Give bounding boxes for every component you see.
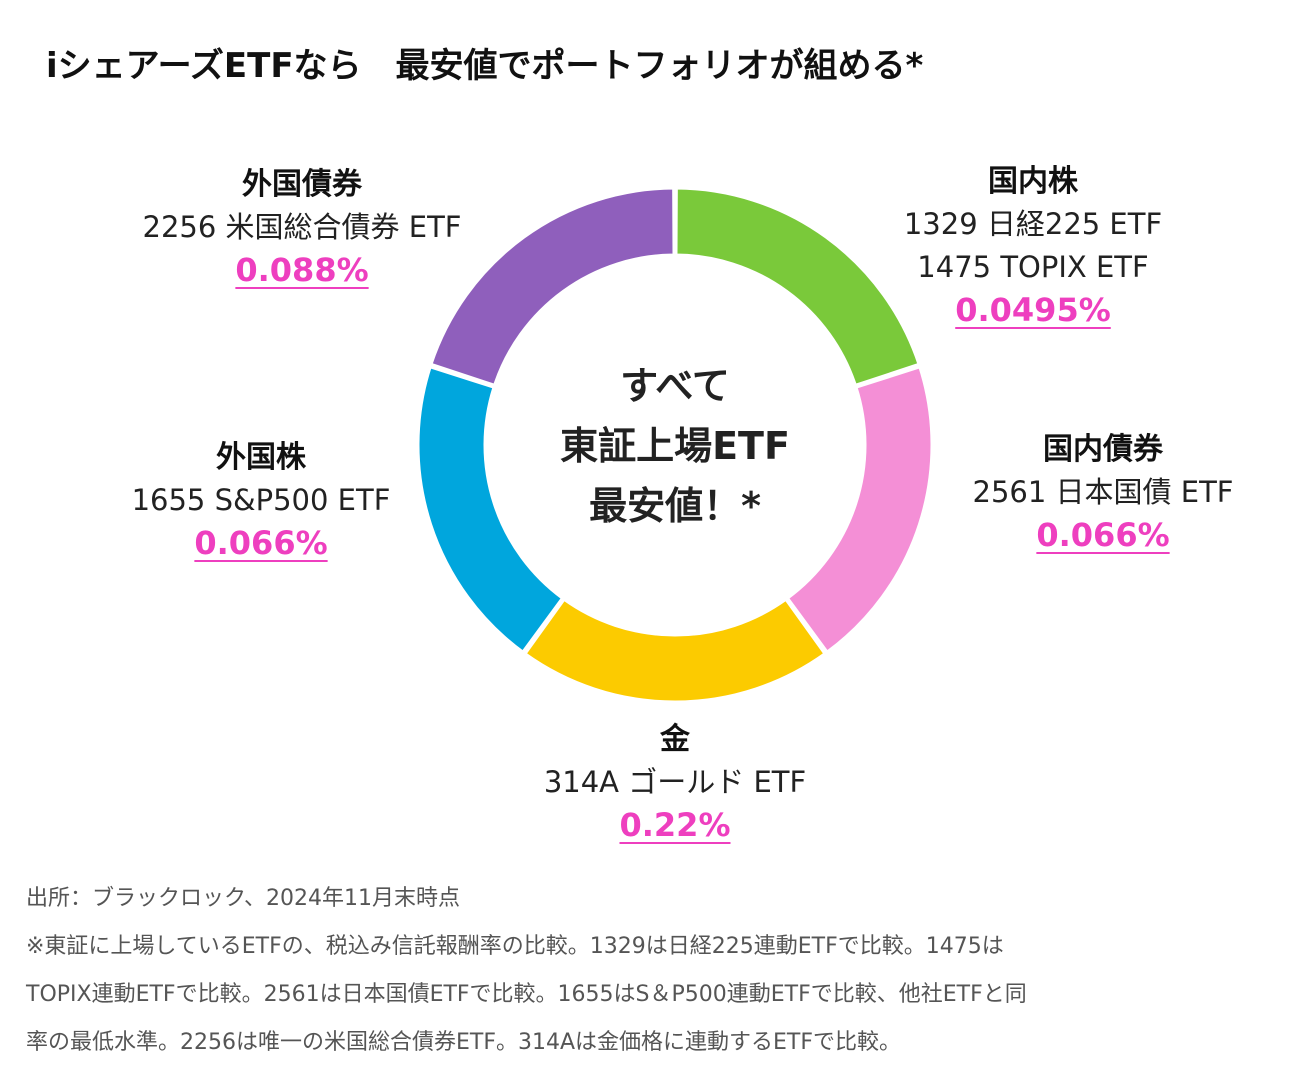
label-domestic-bonds: 国内債券 2561 日本国債 ETF 0.066%: [938, 428, 1268, 562]
etf-name: 314A ゴールド ETF: [543, 765, 807, 799]
category-label: 金: [660, 722, 690, 757]
label-foreign-equity: 外国株 1655 S&P500 ETF 0.066%: [96, 436, 426, 570]
category-label: 国内株: [988, 164, 1078, 199]
footnote-line: TOPIX連動ETFで比較。2561は日本国債ETFで比較。1655はS＆P50…: [26, 982, 1027, 1007]
label-domestic-equity: 国内株 1329 日経225 ETF 1475 TOPIX ETF 0.0495…: [868, 160, 1198, 337]
etf-name: 1475 TOPIX ETF: [917, 250, 1149, 284]
donut-center-text: すべて 東証上場ETF 最安値！*: [510, 356, 840, 536]
fee-value: 0.0495%: [955, 291, 1111, 329]
fee-value: 0.088%: [235, 251, 369, 289]
donut-segment-foreign-equity: [416, 364, 565, 655]
footnotes: 出所：ブラックロック、2024年11月末時点 ※東証に上場しているETFの、税込…: [26, 875, 1276, 1067]
label-gold: 金 314A ゴールド ETF 0.22%: [510, 718, 840, 852]
donut-segment-foreign-bonds: [429, 186, 676, 388]
donut-segment-gold: [522, 597, 828, 704]
category-label: 国内債券: [1043, 432, 1163, 467]
center-line-3: 最安値！*: [589, 484, 761, 528]
fee-value: 0.066%: [194, 524, 328, 562]
center-line-2: 東証上場ETF: [560, 424, 790, 468]
center-line-1: すべて: [620, 364, 730, 408]
category-label: 外国債券: [242, 167, 362, 202]
footnote-line: 率の最低水準。2256は唯一の米国総合債券ETF。314Aは金価格に連動するET…: [26, 1030, 902, 1055]
etf-name: 2561 日本国債 ETF: [972, 475, 1234, 509]
footnote-line: ※東証に上場しているETFの、税込み信託報酬率の比較。1329は日経225連動E…: [26, 934, 1004, 959]
source-note: 出所：ブラックロック、2024年11月末時点: [26, 886, 461, 911]
fee-value: 0.066%: [1036, 516, 1170, 554]
donut-segment-domestic-bonds: [785, 364, 934, 655]
donut-segment-domestic-equity: [674, 186, 921, 388]
page-title: iシェアーズETFなら 最安値でポートフォリオが組める*: [46, 46, 924, 86]
category-label: 外国株: [216, 440, 306, 475]
label-foreign-bonds: 外国債券 2256 米国総合債券 ETF 0.088%: [112, 163, 492, 297]
etf-name: 2256 米国総合債券 ETF: [142, 210, 462, 244]
fee-value: 0.22%: [619, 806, 731, 844]
etf-name: 1655 S&P500 ETF: [131, 483, 391, 517]
etf-name: 1329 日経225 ETF: [903, 207, 1163, 241]
